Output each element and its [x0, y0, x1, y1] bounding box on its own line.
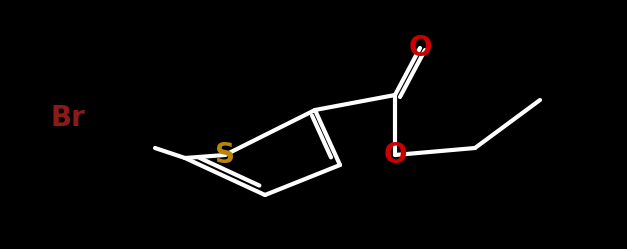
Text: S: S	[215, 141, 235, 169]
Text: O: O	[408, 34, 432, 62]
Text: Br: Br	[51, 104, 85, 132]
Text: O: O	[383, 141, 407, 169]
